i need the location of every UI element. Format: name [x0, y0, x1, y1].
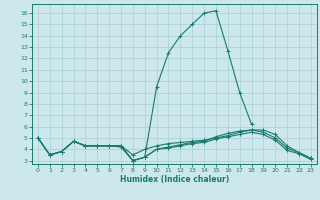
- X-axis label: Humidex (Indice chaleur): Humidex (Indice chaleur): [120, 175, 229, 184]
